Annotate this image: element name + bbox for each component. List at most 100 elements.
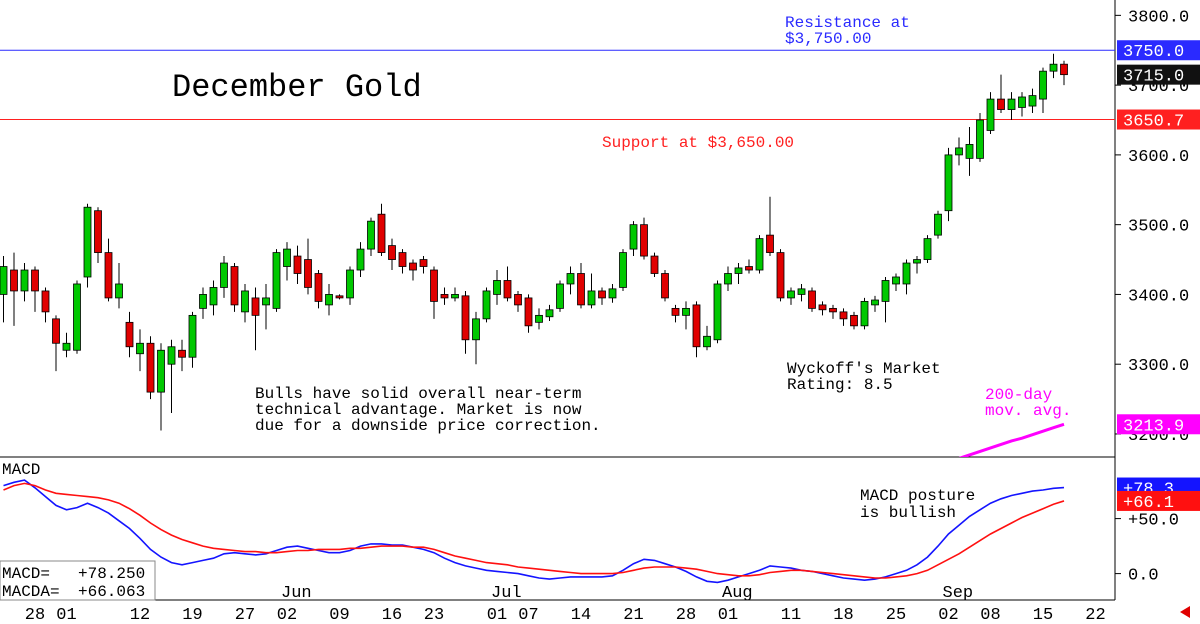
- candle-body: [829, 307, 837, 313]
- x-tick-label: 22: [1085, 606, 1105, 624]
- value-box-label: 3715.0: [1123, 68, 1184, 87]
- candle-body: [283, 248, 291, 267]
- candle-body: [986, 98, 995, 131]
- ma-note: 200-day: [985, 386, 1053, 404]
- resistance-note: $3,750.00: [785, 30, 871, 48]
- x-tick-label: 01: [718, 606, 738, 624]
- candle-body: [230, 266, 239, 306]
- x-tick-label: 21: [623, 606, 643, 624]
- candle-body: [839, 311, 848, 320]
- candle-body: [10, 269, 18, 292]
- value-box: [1117, 109, 1200, 130]
- candle-body: [808, 290, 816, 309]
- candle-body: [440, 294, 449, 299]
- x-tick-label: 02: [277, 606, 297, 624]
- candle-body: [577, 273, 585, 306]
- y-tick-label: +50.0: [1128, 512, 1179, 531]
- candle-body: [713, 283, 722, 341]
- candle-body: [650, 255, 659, 274]
- note: Bulls have solid overall near-term: [255, 385, 581, 403]
- candle-body: [52, 318, 60, 344]
- x-tick-label: 23: [424, 606, 444, 624]
- rating-note: Wyckoff's Market: [787, 360, 941, 378]
- candle-body: [629, 224, 638, 250]
- candle-body: [745, 266, 753, 271]
- rating-note: Rating: 8.5: [787, 376, 893, 394]
- x-tick-label: 07: [518, 606, 538, 624]
- candle-body: [272, 252, 281, 309]
- candle-body: [661, 273, 669, 299]
- candle-body: [178, 349, 186, 358]
- candle-body: [398, 252, 407, 267]
- candle-body: [566, 273, 575, 285]
- candle-body: [640, 224, 648, 257]
- candle-body: [241, 290, 249, 313]
- x-tick-label: 09: [329, 606, 349, 624]
- candle-body: [104, 252, 113, 299]
- candle-body: [860, 301, 869, 327]
- x-tick-label: 28: [25, 606, 45, 624]
- x-tick-label: 27: [235, 606, 255, 624]
- value-box-label: 3750.0: [1123, 43, 1184, 62]
- candle-body: [251, 297, 260, 316]
- readout-box: [0, 560, 156, 601]
- chart-title: December Gold: [172, 69, 422, 106]
- candle-body: [157, 349, 165, 393]
- support-note: Support at $3,650.00: [602, 134, 794, 152]
- candle-body: [545, 309, 554, 318]
- month-label: Sep: [943, 584, 974, 603]
- candle-body: [871, 299, 879, 306]
- value-box: [1117, 414, 1200, 435]
- candle-body: [73, 283, 81, 351]
- x-tick-label: 25: [886, 606, 906, 624]
- macd-line: [3, 479, 1065, 584]
- candle-body: [608, 288, 617, 299]
- macd-title: MACD: [2, 461, 40, 479]
- candle-body: [1018, 96, 1026, 108]
- candle-body: [934, 213, 942, 236]
- candle-body: [1039, 70, 1047, 100]
- value-box-label: 3650.7: [1123, 113, 1184, 132]
- candle-body: [944, 154, 953, 212]
- x-tick-label: 14: [571, 606, 591, 624]
- candle-body: [41, 290, 50, 313]
- ma-line: [958, 422, 1065, 457]
- candle-body: [671, 307, 680, 316]
- x-tick-label: 16: [382, 606, 402, 624]
- x-tick-label: 28: [676, 606, 696, 624]
- candle-body: [367, 220, 375, 250]
- candle-body: [598, 290, 606, 299]
- candle-body: [325, 294, 333, 306]
- x-tick-label: 12: [130, 606, 150, 624]
- candle-body: [115, 283, 123, 299]
- candle-body: [703, 335, 711, 348]
- readout-value: +78.250: [78, 565, 145, 583]
- month-label: Aug: [722, 584, 753, 603]
- candle-body: [1007, 98, 1016, 110]
- macd-note: MACD posture: [860, 487, 975, 505]
- scroll-arrow[interactable]: [1180, 606, 1190, 618]
- x-tick-label: 02: [938, 606, 958, 624]
- candle-body: [1060, 63, 1068, 76]
- macd-note: is bullish: [860, 504, 956, 522]
- x-tick-label: 01: [487, 606, 507, 624]
- candle-body: [146, 342, 155, 393]
- candle-body: [976, 119, 984, 159]
- x-tick-label: 19: [182, 606, 202, 624]
- candle-body: [587, 290, 596, 306]
- candle-body: [388, 245, 396, 260]
- macd-line: [3, 482, 1065, 579]
- candle-body: [692, 304, 701, 348]
- candle-body: [818, 304, 827, 311]
- value-box: [1117, 64, 1200, 85]
- candle-body: [682, 307, 690, 316]
- candle-body: [304, 259, 312, 288]
- candle-body: [451, 294, 459, 299]
- candle-body: [776, 252, 785, 299]
- candle-body: [430, 269, 438, 302]
- month-label: Jun: [281, 584, 312, 603]
- y-tick-label: 3300.0: [1128, 357, 1189, 376]
- candle-body: [556, 283, 564, 309]
- candle-body: [535, 314, 543, 323]
- readout-value: +66.063: [78, 583, 145, 601]
